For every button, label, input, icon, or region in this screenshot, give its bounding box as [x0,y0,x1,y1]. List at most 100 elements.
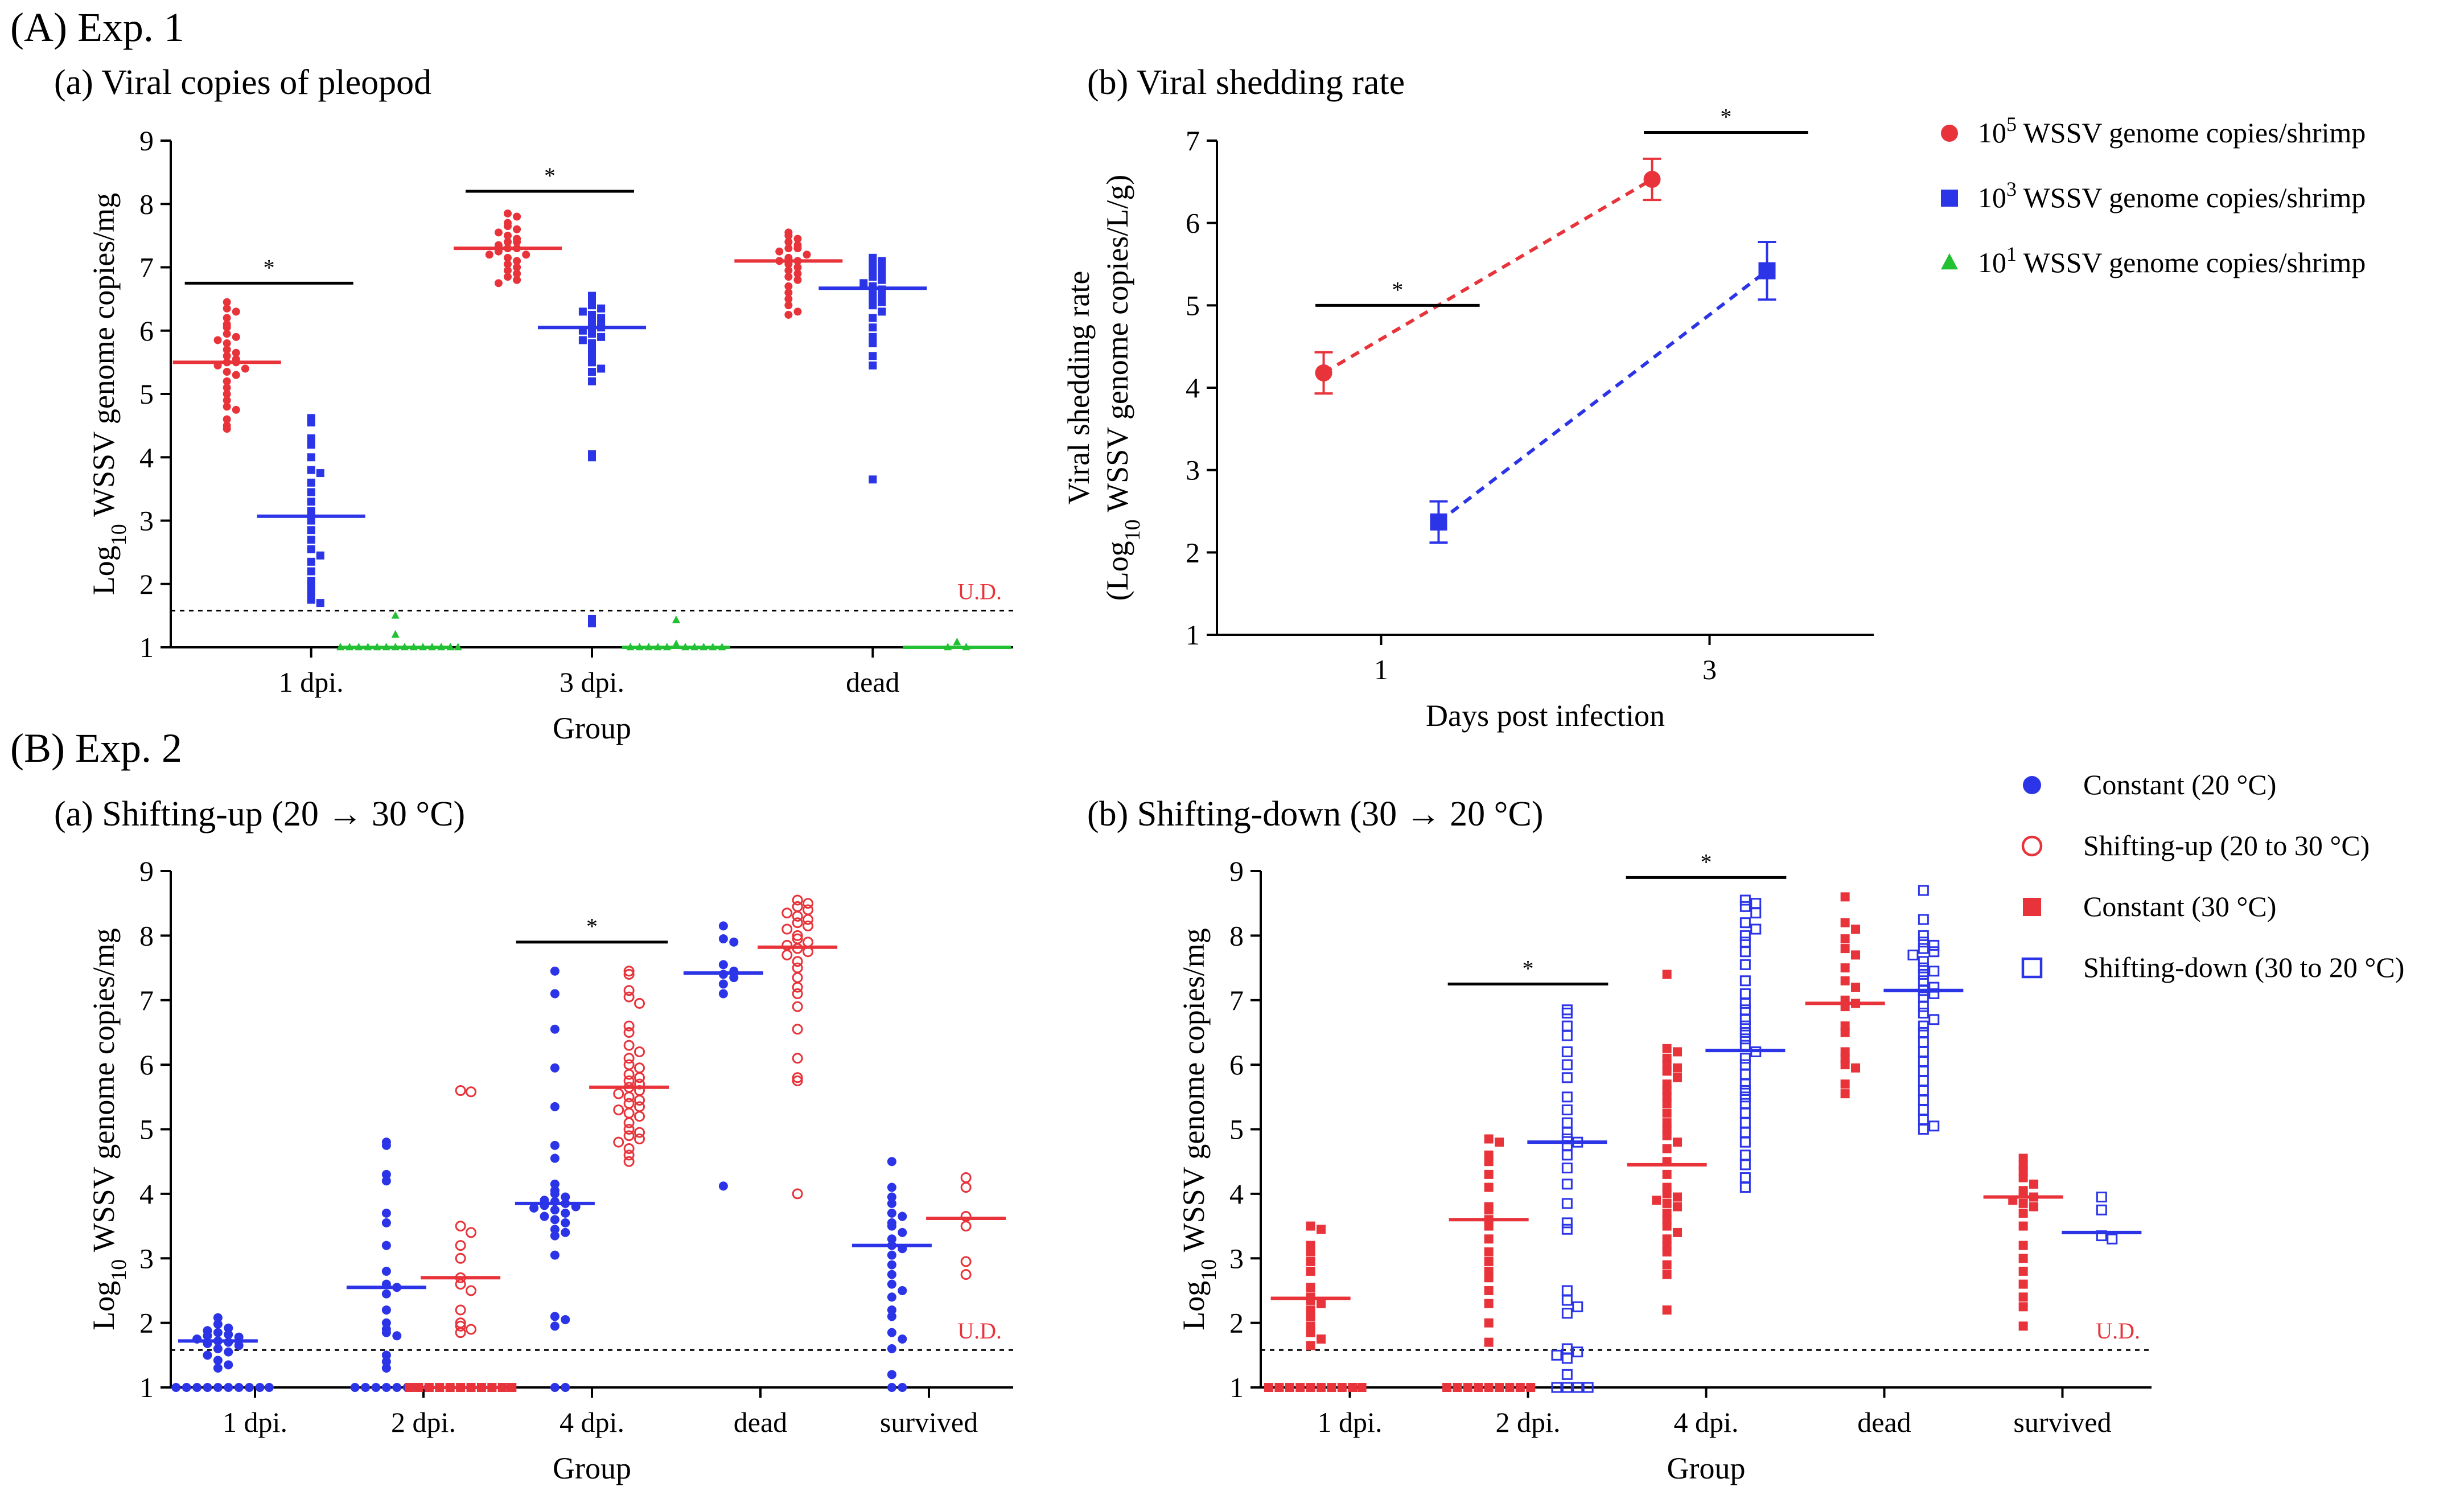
data-point [1264,1383,1274,1392]
data-point [792,972,803,983]
data-point [561,1218,570,1227]
data-point [672,639,680,647]
data-point [307,434,315,442]
data-point [1561,1149,1573,1161]
data-point [550,1215,560,1225]
data-point [803,914,814,925]
data-point [634,1062,645,1074]
data-point [792,982,803,993]
data-point [2107,1233,2118,1245]
data-point [887,1383,896,1392]
data-point [1561,1179,1573,1190]
data-point [2018,1321,2028,1331]
data-point [392,1383,402,1392]
data-point [1918,962,1929,974]
data-point [1484,1286,1494,1295]
data-point [1515,1383,1525,1392]
panel-exp2-shifting-down: (b) Shifting-down (30 → 20 °C) 1 2 3 4 5 6 7 8 9 1… [1087,795,2152,1485]
data-point [522,251,530,259]
data-point [213,1313,223,1323]
data-point [869,339,877,347]
data-point [887,1344,896,1353]
data-point [1918,930,1929,941]
data-point [1739,917,1751,929]
data-point [784,289,793,297]
data-point [1463,1383,1472,1392]
data-point [550,1024,560,1034]
x-tick-label: 1 dpi. [1318,1406,1383,1438]
data-point [223,339,231,347]
legend-label: Constant (30 °C) [2083,890,2276,922]
data-point [1662,1108,1672,1118]
y-tick-label: 2 [139,1307,154,1339]
data-point [792,1024,803,1035]
data-point [1317,1334,1326,1344]
data-point [1739,1033,1751,1045]
data-point [1561,1382,1573,1393]
data-point [316,599,324,607]
data-point [634,1046,645,1057]
data-point [623,1098,635,1109]
data-point [213,1356,223,1365]
data-point [2018,1221,2028,1231]
data-point [623,1149,635,1161]
data-point [454,642,462,651]
data-point [793,244,802,253]
y-tick-label: 2 [1186,536,1200,568]
data-point [1739,1040,1751,1051]
data-point [1662,1169,1672,1179]
data-point [588,358,596,367]
data-point [878,263,886,272]
data-point [1306,1283,1315,1292]
data-point [588,346,596,354]
y-axis-label-line2: (Log10 WSSV genome copies/L/g) [1100,175,1145,601]
data-point [1662,1247,1672,1256]
x-tick-label: survived [880,1406,978,1438]
data-point [1561,1104,1573,1115]
data-point [1918,956,1929,967]
data-point [1561,1308,1573,1319]
detection-limit-label: U.D. [957,1318,1002,1344]
y-tick-label: 3 [1186,454,1200,486]
data-point [1662,1260,1672,1270]
data-point [2096,1204,2107,1216]
y-tick-label: 7 [139,984,154,1016]
data-point [1851,983,1861,992]
data-point [887,1250,896,1260]
legend-label-superscript: 3 [2006,178,2017,200]
data-point [898,1334,907,1344]
data-point [729,937,739,947]
data-point [869,266,877,275]
data-point [550,1321,560,1331]
data-point [1750,923,1762,935]
axis-label-part: Log [1177,1281,1211,1331]
data-point [634,997,645,1009]
data-point [1918,937,1929,948]
data-point [1662,1305,1672,1315]
data-point [2096,1192,2107,1203]
data-point [392,1331,402,1341]
data-point [504,238,512,246]
data-point [1484,1337,1494,1347]
data-point [234,1341,244,1350]
data-point [223,330,231,338]
data-point [623,1130,635,1141]
data-point [878,298,886,306]
data-point [1317,1299,1326,1308]
data-point [232,405,240,414]
data-point [887,1157,896,1167]
data-point [1561,1127,1573,1138]
data-point [1750,898,1762,909]
data-point [792,894,803,906]
data-point [455,1279,466,1290]
data-point [1673,1063,1683,1073]
significance-star: * [1392,277,1403,302]
data-point [1739,1107,1751,1119]
data-point [1662,1270,1672,1279]
data-point [1928,939,1940,951]
data-point [1739,894,1751,906]
y-tick-label: 9 [139,855,154,887]
data-point [213,336,222,344]
data-point [381,1140,391,1150]
data-point [455,1304,466,1316]
